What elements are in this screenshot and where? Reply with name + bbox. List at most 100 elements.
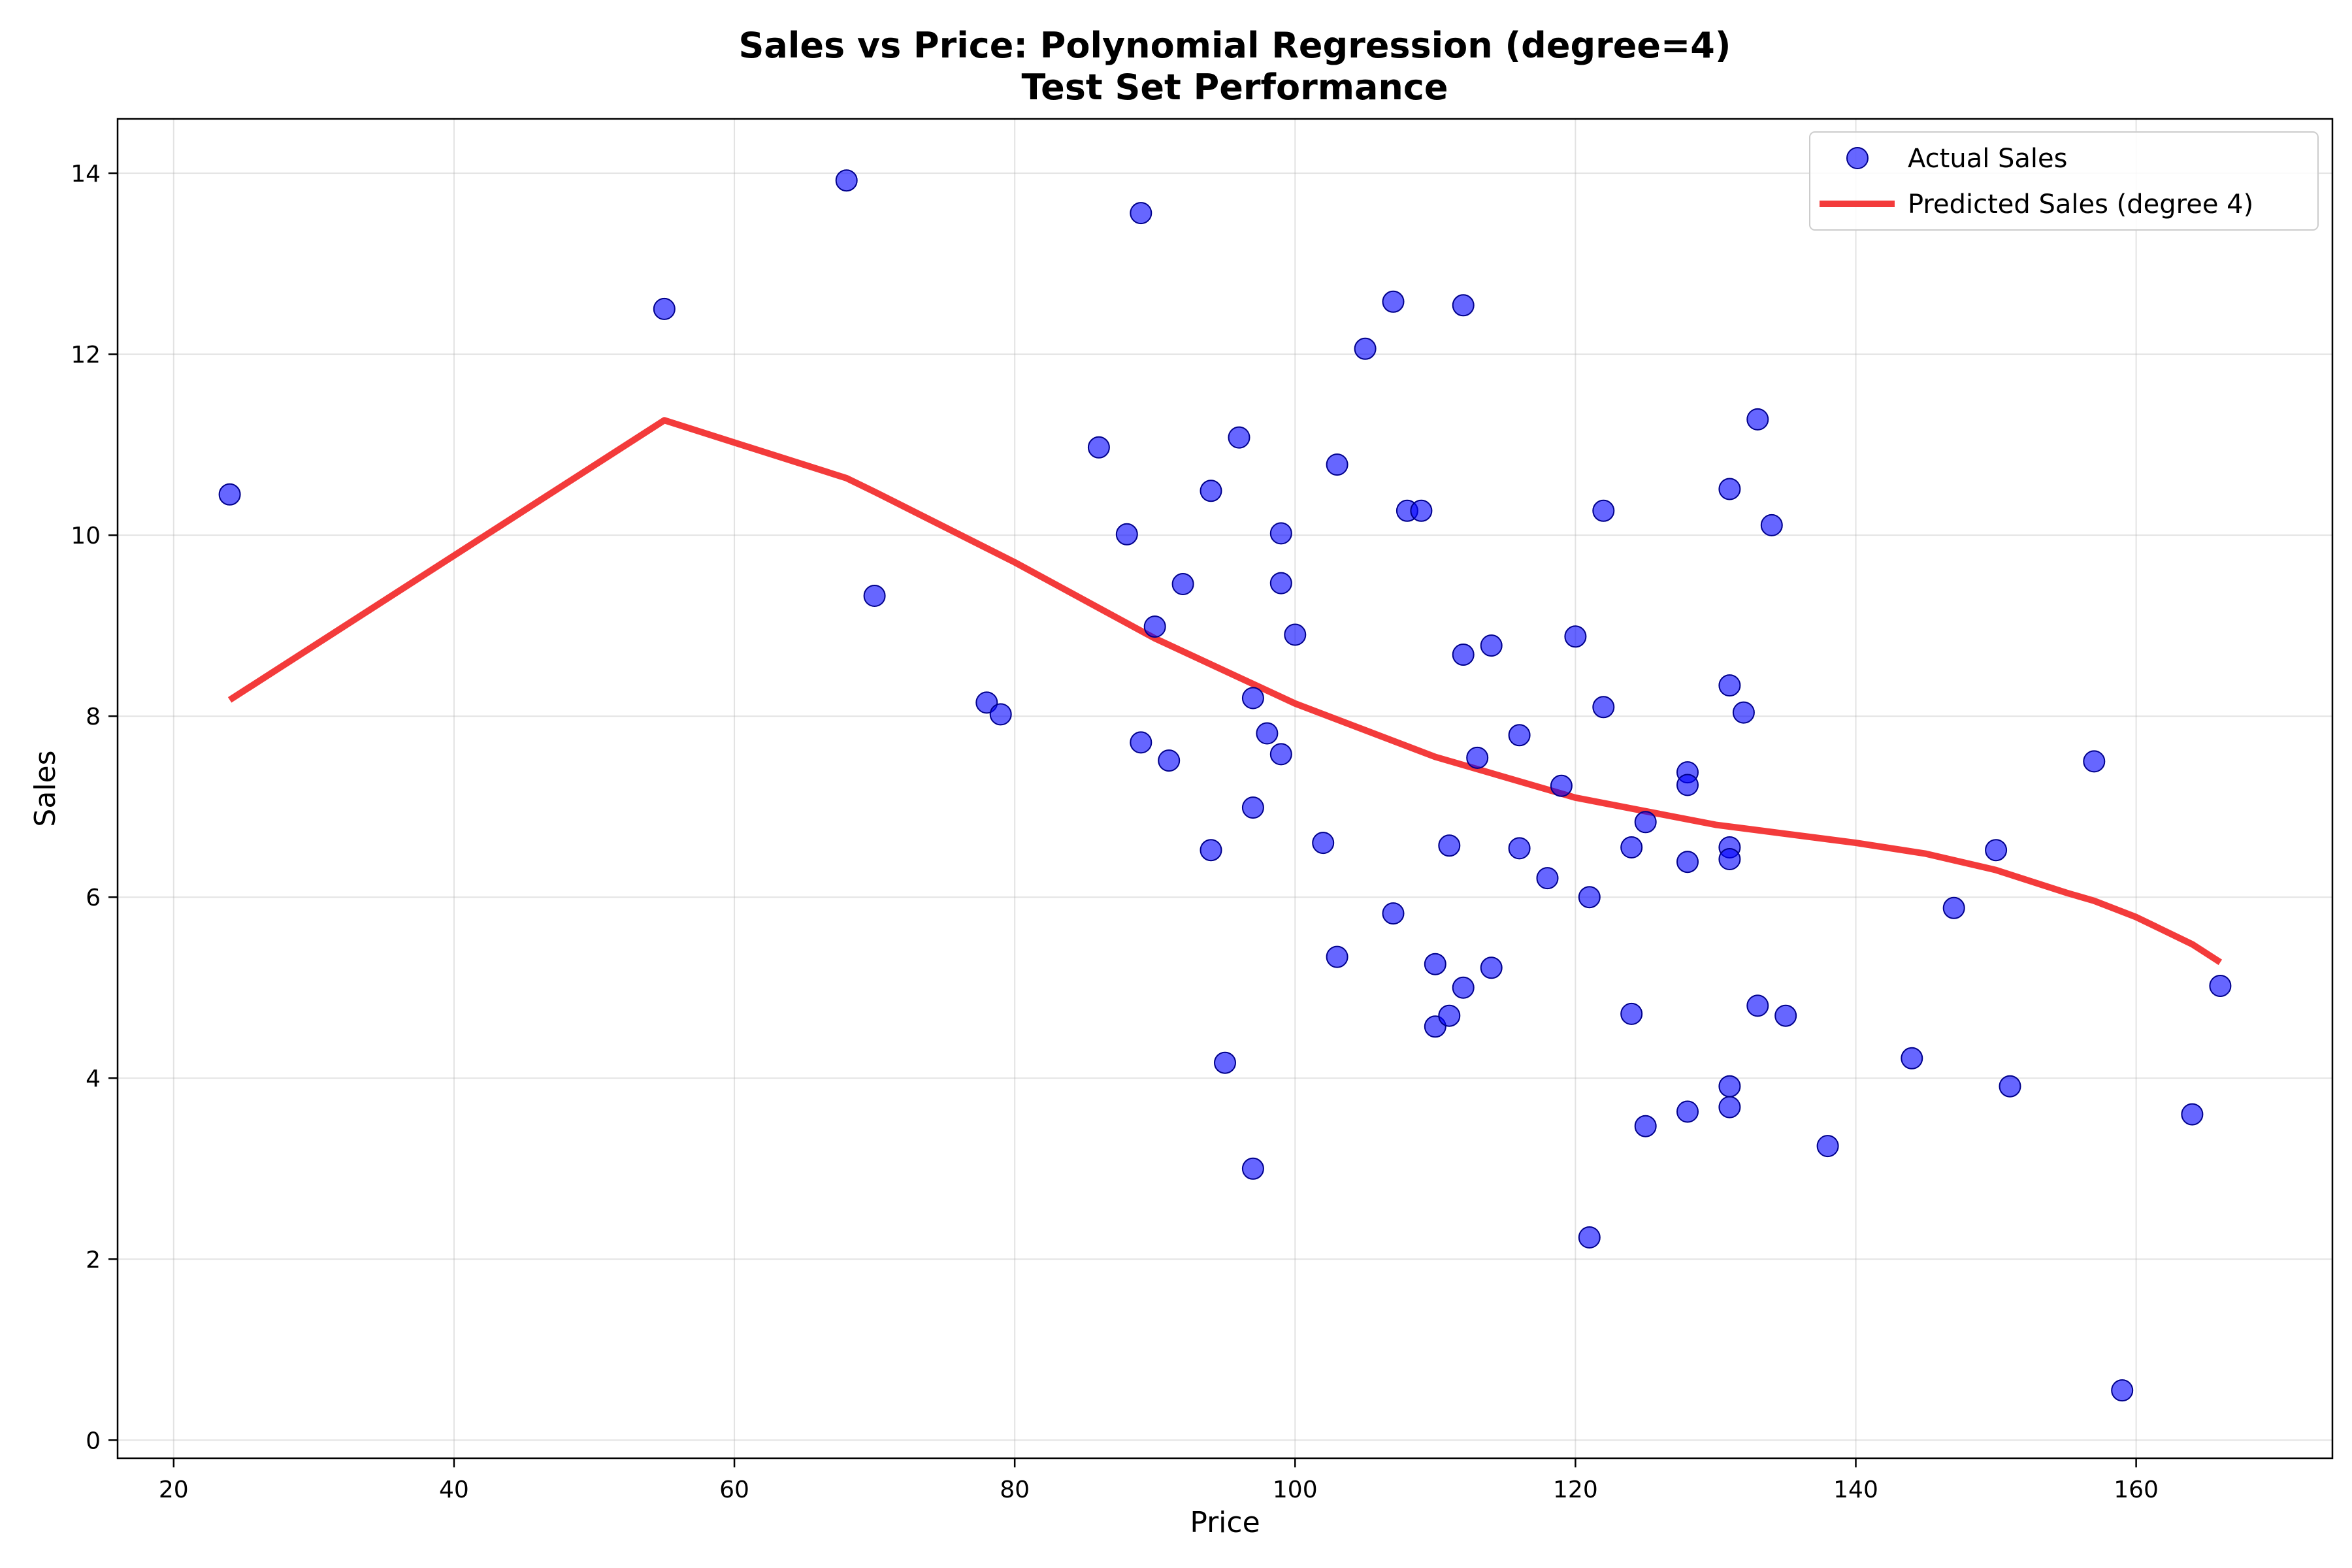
x-tick-label: 60: [719, 1477, 749, 1503]
x-tick-label: 40: [439, 1477, 469, 1503]
actual-sales-point: [1284, 623, 1307, 646]
actual-sales-point: [1564, 625, 1587, 648]
actual-sales-point: [1241, 687, 1264, 710]
actual-sales-point: [835, 169, 858, 192]
actual-sales-point: [1550, 774, 1573, 797]
actual-sales-point: [1452, 644, 1475, 666]
actual-sales-point: [1382, 290, 1405, 313]
actual-sales-point: [1171, 573, 1194, 595]
y-tick-label: 10: [71, 523, 101, 549]
actual-sales-point: [1718, 478, 1741, 500]
legend: Actual Sales Predicted Sales (degree 4): [1809, 131, 2319, 231]
actual-sales-point: [1676, 774, 1699, 796]
actual-sales-point: [1901, 1047, 1923, 1070]
x-tick-label: 100: [1273, 1477, 1318, 1503]
actual-sales-point: [1942, 896, 1965, 919]
actual-sales-point: [1578, 1226, 1601, 1249]
actual-sales-point: [1480, 956, 1503, 979]
actual-sales-point: [2181, 1103, 2204, 1126]
actual-sales-point: [1382, 902, 1405, 925]
actual-sales-point: [1634, 1115, 1657, 1137]
actual-sales-point: [1999, 1075, 2021, 1098]
y-tick-label: 6: [86, 885, 101, 911]
actual-sales-point: [1087, 436, 1110, 459]
actual-sales-point: [1452, 976, 1475, 999]
y-tick-label: 0: [86, 1428, 101, 1454]
actual-sales-point: [1746, 408, 1769, 431]
actual-sales-point: [2111, 1379, 2134, 1402]
actual-sales-point: [1718, 848, 1741, 870]
actual-sales-point: [1592, 696, 1615, 719]
actual-sales-point: [1536, 867, 1559, 890]
x-tick-label: 20: [159, 1477, 189, 1503]
actual-sales-point: [1438, 834, 1461, 857]
actual-sales-point: [863, 585, 886, 607]
actual-sales-point: [1269, 743, 1292, 766]
actual-sales-point: [1816, 1135, 1839, 1158]
actual-sales-point: [1508, 724, 1531, 747]
y-tick-label: 8: [86, 704, 101, 730]
actual-sales-point: [1760, 514, 1783, 536]
actual-sales-point: [1410, 499, 1433, 522]
actual-sales-point: [1774, 1004, 1797, 1027]
actual-sales-point: [1634, 811, 1657, 834]
actual-sales-point: [1718, 1096, 1741, 1119]
actual-sales-point: [1130, 731, 1152, 754]
actual-sales-point: [218, 483, 241, 506]
actual-sales-point: [1130, 202, 1152, 225]
y-axis-label: Sales: [29, 750, 62, 826]
legend-label-predicted-sales: Predicted Sales (degree 4): [1908, 189, 2253, 220]
actual-sales-point: [1578, 886, 1601, 909]
x-tick-label: 140: [1833, 1477, 1878, 1503]
actual-sales-point: [1269, 572, 1292, 595]
y-tick-label: 2: [86, 1247, 101, 1273]
scatter-points-layer: [218, 169, 2232, 1402]
actual-sales-point: [1985, 839, 2008, 862]
actual-sales-point: [1508, 837, 1531, 860]
actual-sales-point: [1269, 522, 1292, 545]
y-tick-label: 4: [86, 1066, 101, 1092]
actual-sales-point: [1620, 836, 1643, 858]
actual-sales-point: [1241, 1157, 1264, 1180]
legend-box: [1809, 131, 2319, 231]
plot-area-frame: [116, 118, 2334, 1460]
x-tick-label: 80: [1000, 1477, 1030, 1503]
actual-sales-point: [1620, 1002, 1643, 1025]
y-tick-label: 12: [71, 342, 101, 368]
actual-sales-point: [1466, 746, 1489, 769]
legend-label-actual-sales: Actual Sales: [1908, 144, 2068, 174]
actual-sales-point: [1256, 722, 1279, 745]
chart-title: Sales vs Price: Polynomial Regression (d…: [739, 25, 1731, 66]
actual-sales-point: [1214, 1051, 1236, 1074]
actual-sales-point: [989, 703, 1012, 726]
actual-sales-point: [2083, 750, 2106, 773]
actual-sales-point: [1452, 294, 1475, 317]
actual-sales-point: [2209, 975, 2232, 997]
x-tick-label: 160: [2114, 1477, 2159, 1503]
actual-sales-point: [1424, 953, 1446, 975]
actual-sales-point: [1354, 337, 1377, 360]
actual-sales-point: [1326, 453, 1348, 476]
actual-sales-point: [1732, 701, 1755, 724]
y-tick-label: 14: [71, 161, 101, 188]
actual-sales-point: [653, 297, 676, 320]
actual-sales-point: [1718, 1075, 1741, 1098]
axis-ticks: 20 40 60 80 100 120 140 160 0 2 4 6 8 10 12 14: [71, 161, 2159, 1503]
legend-marker-actual-sales: [1846, 147, 1869, 169]
actual-sales-point: [1158, 749, 1181, 772]
actual-sales-point: [1312, 832, 1335, 855]
actual-sales-point: [1746, 994, 1769, 1017]
actual-sales-point: [1228, 426, 1250, 449]
actual-sales-point: [1200, 839, 1222, 862]
actual-sales-point: [1718, 674, 1741, 697]
actual-sales-point: [1143, 615, 1166, 638]
actual-sales-point: [1326, 945, 1348, 968]
x-axis-label: Price: [1190, 1506, 1260, 1539]
actual-sales-point: [1200, 480, 1222, 502]
actual-sales-point: [1241, 796, 1264, 819]
actual-sales-point: [1676, 851, 1699, 874]
actual-sales-point: [1480, 634, 1503, 657]
actual-sales-point: [1438, 1004, 1461, 1027]
